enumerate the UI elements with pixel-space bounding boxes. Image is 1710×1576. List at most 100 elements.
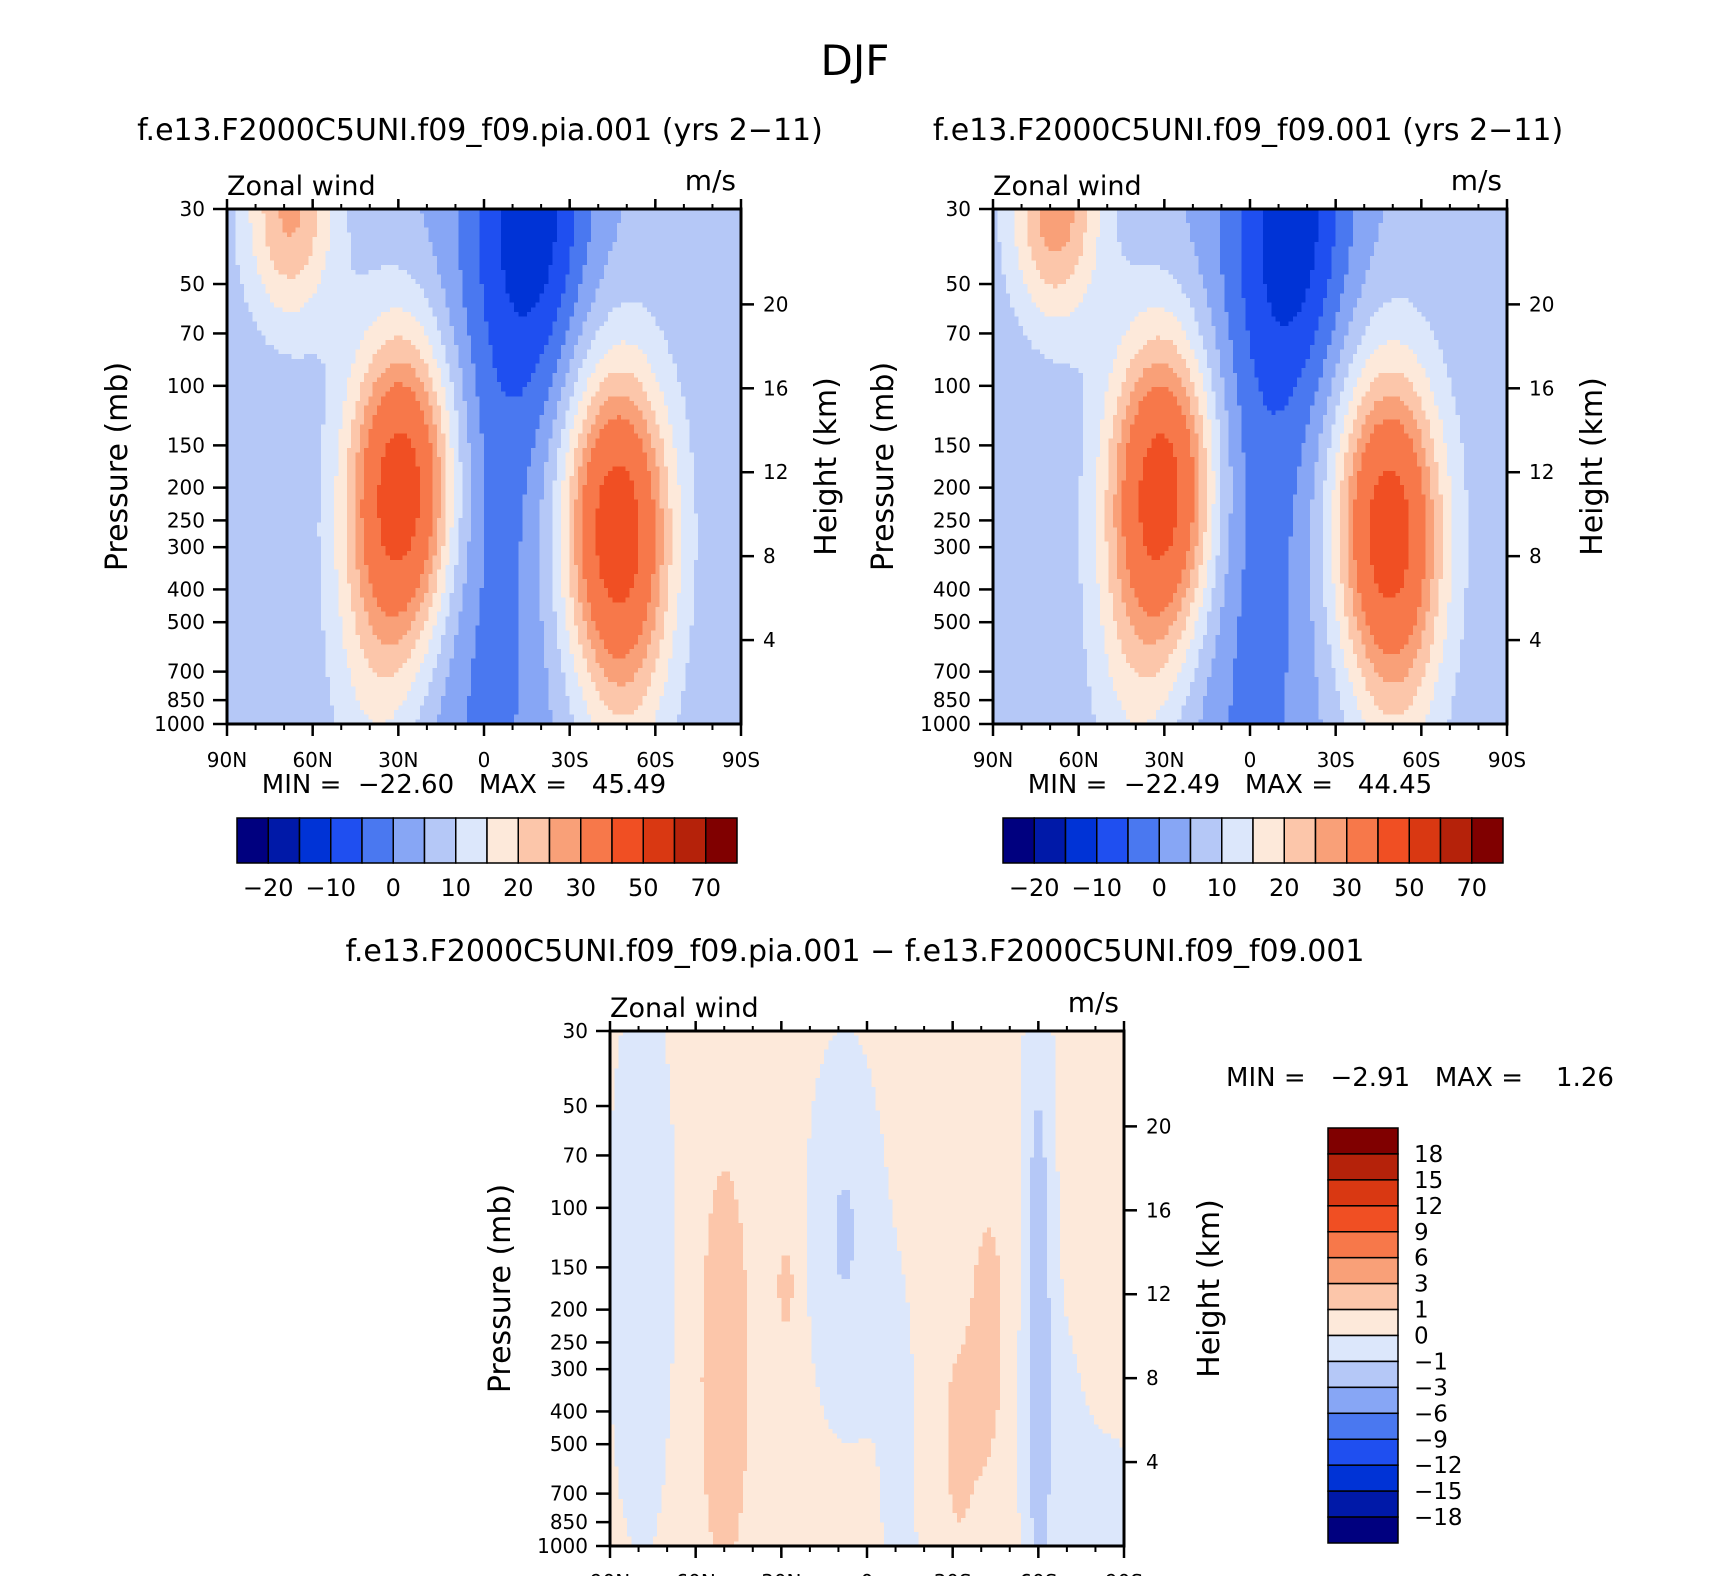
heatmap-cell (291, 382, 296, 387)
heatmap-cell (278, 396, 283, 401)
heatmap-cell (351, 387, 356, 392)
heatmap-cell (261, 541, 266, 546)
heatmap-cell (321, 448, 326, 453)
heatmap-cell (266, 307, 271, 312)
heatmap-cell (326, 359, 331, 364)
heatmap-cell (244, 616, 249, 621)
heatmap-cell (317, 242, 322, 247)
heatmap-cell (240, 715, 245, 720)
heatmap-cell (240, 312, 245, 317)
heatmap-cell (300, 696, 305, 701)
heatmap-cell (257, 644, 262, 649)
heatmap-cell (317, 415, 322, 420)
heatmap-cell (308, 481, 313, 486)
heatmap-cell (321, 237, 326, 242)
heatmap-cell (253, 232, 258, 237)
heatmap-cell (347, 223, 352, 228)
heatmap-cell (274, 579, 279, 584)
heatmap-cell (248, 303, 253, 308)
heatmap-cell (373, 443, 378, 448)
heatmap-cell (356, 532, 361, 537)
heatmap-cell (347, 420, 352, 425)
heatmap-cell (317, 401, 322, 406)
heatmap-cell (236, 635, 241, 640)
heatmap-cell (248, 354, 253, 359)
heatmap-cell (356, 424, 361, 429)
heatmap-cell (240, 335, 245, 340)
heatmap-cell (351, 237, 356, 242)
heatmap-cell (326, 326, 331, 331)
heatmap-cell (317, 616, 322, 621)
heatmap-cell (270, 284, 275, 289)
heatmap-cell (334, 560, 339, 565)
heatmap-cell (351, 574, 356, 579)
heatmap-cell (321, 696, 326, 701)
heatmap-cell (313, 504, 318, 509)
heatmap-cell (287, 658, 292, 663)
heatmap-cell (321, 420, 326, 425)
heatmap-cell (283, 387, 288, 392)
heatmap-cell (240, 317, 245, 322)
heatmap-cell (334, 588, 339, 593)
heatmap-cell (266, 663, 271, 668)
heatmap-cell (287, 668, 292, 673)
heatmap-cell (266, 626, 271, 631)
heatmap-cell (351, 696, 356, 701)
heatmap-cell (326, 321, 331, 326)
heatmap-cell (274, 565, 279, 570)
heatmap-cell (244, 326, 249, 331)
heatmap-cell (270, 584, 275, 589)
heatmap-cell (287, 298, 292, 303)
heatmap-cell (364, 246, 369, 251)
heatmap-cell (266, 504, 271, 509)
heatmap-cell (373, 368, 378, 373)
heatmap-cell (278, 462, 283, 467)
heatmap-cell (317, 602, 322, 607)
heatmap-cell (253, 321, 258, 326)
heatmap-cell (304, 691, 309, 696)
heatmap-cell (274, 429, 279, 434)
heatmap-cell (356, 293, 361, 298)
heatmap-cell (330, 321, 335, 326)
heatmap-cell (253, 481, 258, 486)
heatmap-cell (321, 490, 326, 495)
heatmap-cell (296, 537, 301, 542)
heatmap-cell (274, 588, 279, 593)
heatmap-cell (308, 696, 313, 701)
heatmap-cell (304, 279, 309, 284)
heatmap-cell (364, 307, 369, 312)
heatmap-cell (278, 696, 283, 701)
heatmap-cell (317, 251, 322, 256)
heatmap-cell (356, 598, 361, 603)
heatmap-cell (304, 307, 309, 312)
heatmap-cell (236, 701, 241, 706)
heatmap-cell (253, 368, 258, 373)
heatmap-cell (343, 415, 348, 420)
heatmap-cell (248, 649, 253, 654)
heatmap-cell (240, 616, 245, 621)
heatmap-cell (360, 710, 365, 715)
heatmap-cell (266, 396, 271, 401)
heatmap-cell (248, 560, 253, 565)
heatmap-cell (343, 401, 348, 406)
heatmap-cell (373, 467, 378, 472)
heatmap-cell (253, 584, 258, 589)
heatmap-cell (266, 401, 271, 406)
heatmap-cell (296, 588, 301, 593)
heatmap-cell (308, 527, 313, 532)
heatmap-cell (248, 663, 253, 668)
heatmap-cell (244, 701, 249, 706)
heatmap-cell (300, 682, 305, 687)
heatmap-cell (240, 410, 245, 415)
heatmap-cell (287, 270, 292, 275)
heatmap-cell (270, 616, 275, 621)
heatmap-cell (343, 237, 348, 242)
heatmap-cell (313, 392, 318, 397)
heatmap-cell (334, 354, 339, 359)
heatmap-cell (317, 588, 322, 593)
heatmap-cell (338, 565, 343, 570)
heatmap-cell (283, 471, 288, 476)
heatmap-cell (373, 218, 378, 223)
heatmap-cell (304, 345, 309, 350)
heatmap-cell (231, 649, 236, 654)
